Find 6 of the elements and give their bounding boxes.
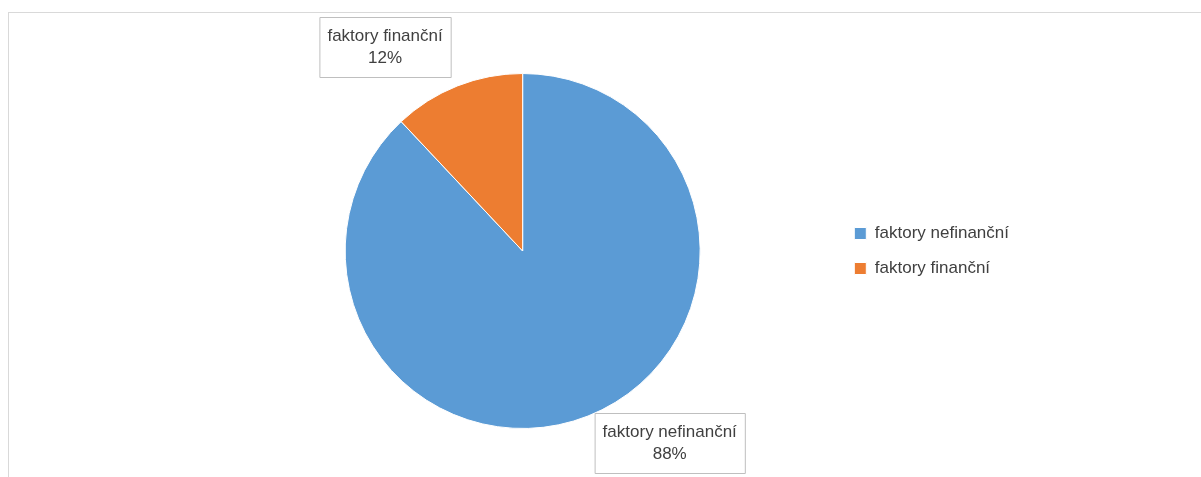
slice-label: faktory nefinanční — [602, 421, 738, 441]
legend-label: faktory nefinanční — [874, 223, 1010, 243]
legend-label: faktory finanční — [874, 258, 991, 278]
slice-label: faktory finanční — [327, 25, 443, 45]
data-label: 12% — [368, 47, 403, 67]
data-label: 88% — [652, 443, 687, 463]
